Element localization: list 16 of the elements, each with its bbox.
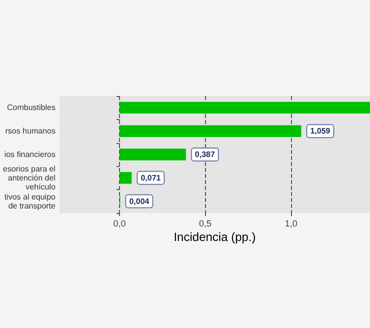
- x-tick-label: 0,5: [199, 218, 212, 228]
- x-tick-label: 0,0: [113, 218, 126, 228]
- data-label: 1,059: [310, 126, 331, 136]
- data-label: 0,071: [140, 173, 162, 182]
- bar: [120, 125, 302, 137]
- bar: [120, 148, 186, 160]
- y-tick-label: tivos al equipo de transporte: [4, 192, 56, 210]
- bar: [120, 172, 132, 184]
- y-tick-label: rsos humanos: [5, 126, 56, 136]
- data-label: 0,387: [194, 150, 216, 159]
- x-axis-title: Incidencia (pp.): [174, 230, 256, 244]
- bar: [120, 102, 370, 114]
- x-tick-label: 1,0: [284, 218, 298, 228]
- y-tick-label: ios financieros: [4, 150, 56, 159]
- y-tick-label: Combustibles: [7, 103, 56, 112]
- data-label: 0,004: [129, 196, 150, 206]
